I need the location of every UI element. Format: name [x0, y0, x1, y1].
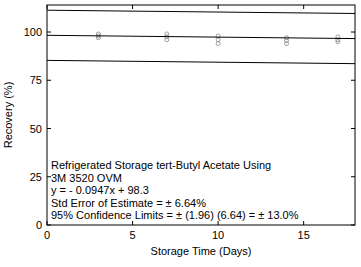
y-tick-label: 100: [24, 26, 42, 38]
y-axis-label: Recovery (%): [2, 82, 14, 149]
x-tick-label: 10: [212, 229, 224, 241]
plot-frame: [47, 5, 355, 225]
x-tick-label: 5: [129, 229, 135, 241]
y-tick: [351, 176, 355, 177]
y-tick-label: 75: [30, 74, 42, 86]
point: [165, 32, 169, 36]
x-tick: [132, 221, 133, 225]
line: [47, 35, 355, 38]
point: [216, 42, 220, 46]
y-tick: [351, 80, 355, 81]
line: [47, 10, 355, 13]
y-tick: [351, 128, 355, 129]
y-tick-label: 25: [30, 171, 42, 183]
y-tick: [47, 225, 51, 226]
y-tick-label: 50: [30, 123, 42, 135]
annotation: Refrigerated Storage tert-Butyl Acetate …: [51, 159, 271, 171]
x-tick: [303, 221, 304, 225]
x-tick: [47, 5, 48, 9]
annotation: 3M 3520 OVM: [51, 172, 122, 184]
x-tick: [303, 5, 304, 9]
x-tick: [218, 221, 219, 225]
y-tick-label: 0: [36, 219, 42, 231]
y-tick: [47, 80, 51, 81]
point: [216, 38, 220, 42]
annotation: Std Error of Estimate = ± 6.64%: [51, 197, 206, 209]
y-tick: [351, 32, 355, 33]
y-tick: [351, 225, 355, 226]
x-axis-label: Storage Time (Days): [151, 245, 252, 257]
annotation: 95% Confidence Limits = ± (1.96) (6.64) …: [51, 209, 299, 221]
y-tick: [47, 32, 51, 33]
x-tick: [132, 5, 133, 9]
line: [47, 60, 355, 63]
chart: 0 5 10 15 0 25 50 75 100 Storage Time (Days) Recov…: [0, 0, 361, 267]
x-tick: [218, 5, 219, 9]
plot-marks: [47, 10, 355, 63]
x-tick-label: 15: [298, 229, 310, 241]
x-tick-label: 0: [44, 229, 50, 241]
x-tick: [47, 221, 48, 225]
annotation: y = - 0.0947x + 98.3: [51, 184, 149, 196]
y-tick: [47, 128, 51, 129]
